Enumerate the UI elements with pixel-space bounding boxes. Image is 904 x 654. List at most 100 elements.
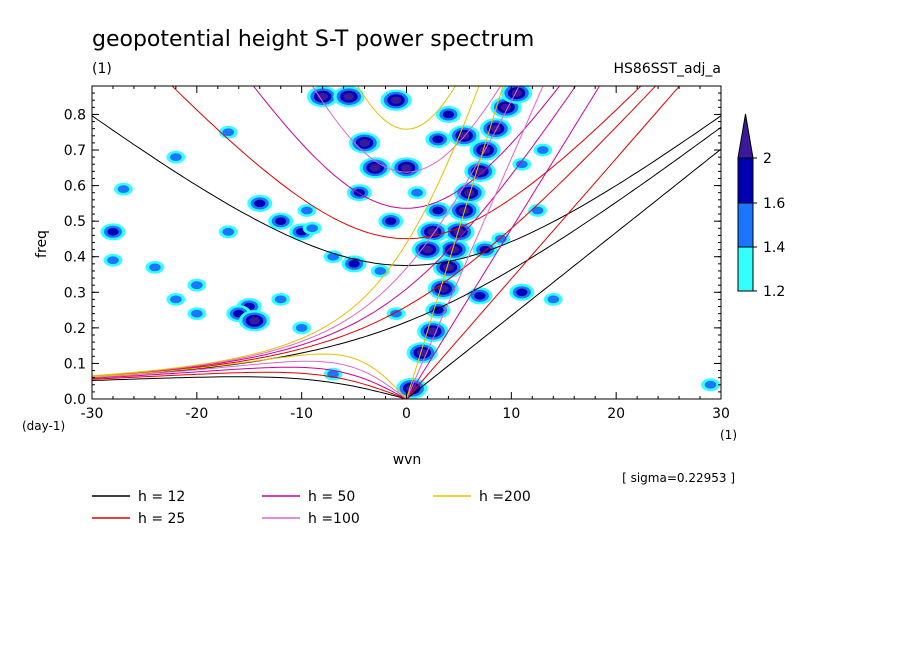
power-region bbox=[543, 293, 563, 306]
power-region-level bbox=[432, 206, 444, 215]
dispersion-curve bbox=[92, 126, 721, 378]
y-tick-label: 0.1 bbox=[64, 356, 86, 372]
legend-item: h =100 bbox=[262, 511, 360, 527]
power-region bbox=[467, 287, 493, 305]
y-tick-label: 0.4 bbox=[64, 250, 86, 266]
power-region-level bbox=[411, 188, 423, 197]
power-region bbox=[333, 86, 365, 108]
dispersion-curve bbox=[92, 86, 657, 378]
x-axis: -30 -20 -10 0 10 20 30 bbox=[81, 86, 730, 422]
dispersion-curve bbox=[92, 371, 407, 399]
power-region bbox=[432, 256, 465, 278]
power-region bbox=[512, 157, 532, 171]
y-tick-label: 0.2 bbox=[64, 321, 86, 337]
power-region bbox=[406, 342, 438, 364]
power-region bbox=[100, 223, 126, 241]
power-region-level bbox=[249, 317, 260, 325]
colorbar-cap bbox=[737, 113, 754, 159]
power-region-level bbox=[385, 217, 397, 225]
power-region bbox=[396, 377, 428, 399]
power-region-level bbox=[295, 323, 308, 332]
power-region-level bbox=[547, 295, 560, 304]
power-region bbox=[453, 182, 485, 204]
power-region-level bbox=[191, 281, 203, 290]
plot-area bbox=[91, 85, 722, 400]
dispersion-curve bbox=[406, 148, 721, 399]
power-region bbox=[323, 250, 343, 264]
power-region-level bbox=[422, 245, 433, 254]
dispersion-curve bbox=[92, 86, 480, 377]
power-region-level bbox=[437, 285, 449, 293]
power-region-level bbox=[369, 164, 381, 172]
dispersion-curve bbox=[92, 86, 520, 377]
y-axis-label: freq bbox=[34, 230, 50, 258]
y-tick-label: 0.7 bbox=[64, 143, 86, 159]
power-region bbox=[500, 86, 533, 104]
x-tick-label: 30 bbox=[712, 406, 730, 422]
power-region-level bbox=[401, 164, 412, 172]
power-region bbox=[271, 293, 291, 306]
power-region bbox=[187, 307, 207, 321]
colorbar-segment bbox=[737, 246, 754, 292]
power-region bbox=[380, 89, 412, 111]
y-unit-label: (day-1) bbox=[22, 419, 65, 433]
power-region bbox=[114, 182, 133, 196]
power-region bbox=[386, 307, 406, 321]
power-region bbox=[378, 212, 404, 230]
power-region-level bbox=[531, 206, 544, 215]
power-region bbox=[302, 221, 322, 235]
x-unit-label: (1) bbox=[720, 428, 737, 442]
y-tick-label: 0.8 bbox=[64, 107, 86, 123]
power-region-level bbox=[474, 292, 486, 300]
power-region-level bbox=[301, 206, 313, 215]
sigma-annotation: [ sigma=0.22953 ] bbox=[622, 471, 735, 485]
colorbar-label: 2 bbox=[763, 151, 772, 167]
colorbar-label: 1.6 bbox=[763, 196, 785, 212]
power-region-level bbox=[348, 260, 360, 268]
power-region bbox=[187, 278, 207, 292]
x-tick-label: -20 bbox=[185, 406, 208, 422]
power-region-level bbox=[327, 252, 339, 261]
power-region-level bbox=[274, 295, 287, 304]
power-region bbox=[701, 378, 720, 392]
power-region bbox=[348, 132, 381, 154]
legend-item: h = 25 bbox=[92, 511, 185, 527]
power-region bbox=[407, 186, 427, 200]
dispersion-curve bbox=[92, 360, 407, 399]
y-tick-label: 0.0 bbox=[64, 392, 86, 408]
power-region-level bbox=[170, 153, 182, 162]
colorbar-label: 1.4 bbox=[763, 240, 785, 256]
power-region-level bbox=[343, 92, 355, 101]
power-region bbox=[247, 194, 273, 212]
power-region-level bbox=[516, 288, 528, 297]
power-region-level bbox=[390, 96, 402, 104]
dispersion-curve bbox=[92, 353, 407, 399]
power-region bbox=[218, 125, 238, 139]
power-region bbox=[238, 310, 271, 332]
power-region-level bbox=[275, 217, 287, 225]
power-region-level bbox=[222, 128, 235, 137]
colorbar-segment bbox=[737, 157, 754, 204]
power-region bbox=[417, 221, 449, 243]
power-region bbox=[411, 239, 444, 261]
dispersion-curve bbox=[406, 86, 681, 399]
legend-item: h =200 bbox=[433, 489, 531, 505]
x-tick-label: 0 bbox=[402, 406, 411, 422]
power-region bbox=[435, 105, 461, 123]
y-tick-label: 0.5 bbox=[64, 214, 86, 230]
x-axis-label: wvn bbox=[393, 452, 422, 468]
legend-label: h = 25 bbox=[138, 511, 185, 527]
dispersion-curve bbox=[311, 86, 502, 173]
y-tick-label: 0.3 bbox=[64, 285, 86, 301]
legend-label: h = 12 bbox=[138, 489, 185, 505]
power-region bbox=[443, 221, 475, 243]
power-region-level bbox=[516, 160, 528, 169]
dispersion-curve bbox=[92, 86, 577, 377]
power-region-level bbox=[511, 89, 522, 97]
power-region-level bbox=[432, 135, 444, 144]
x-tick-label: -10 bbox=[290, 406, 313, 422]
power-region-level bbox=[191, 309, 203, 318]
power-regions bbox=[100, 86, 720, 399]
dispersion-curves bbox=[92, 86, 721, 399]
y-axis: 0.0 0.1 0.2 0.3 0.4 0.5 0.6 0.7 0.8 bbox=[64, 92, 721, 408]
